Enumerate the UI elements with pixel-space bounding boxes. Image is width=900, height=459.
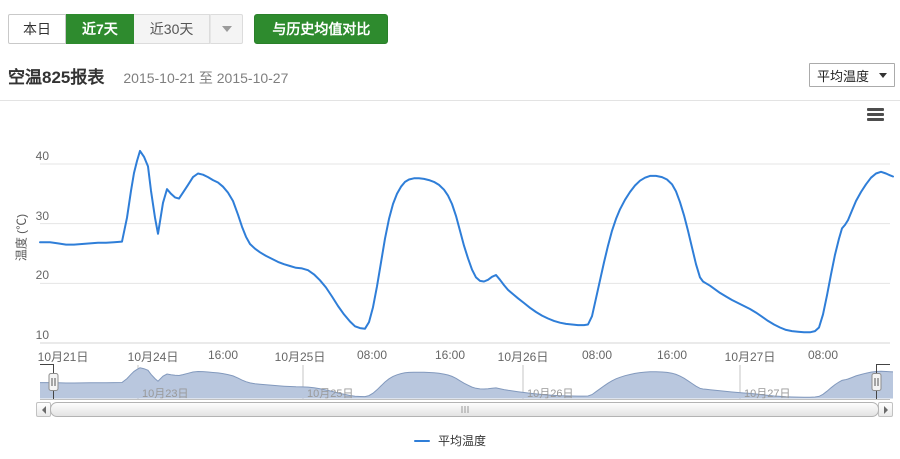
chevron-down-icon (221, 26, 232, 32)
x-axis-tick-label: 16:00 (656, 348, 688, 362)
arrow-left-icon (41, 405, 46, 414)
x-axis-tick-label: 08:00 (807, 348, 839, 362)
x-axis-tick-label: 16:00 (207, 348, 239, 362)
navigator-area (40, 367, 893, 399)
y-axis-label: 10 (35, 328, 49, 342)
x-axis-tick-label: 16:00 (434, 348, 466, 362)
navigator-tick-label: 10月25日 (307, 388, 354, 400)
scrollbar-grip-icon (461, 406, 468, 413)
range-today-button[interactable]: 本日 (8, 14, 66, 44)
legend-label: 平均温度 (437, 434, 486, 448)
x-axis-tick-label: 08:00 (356, 348, 388, 362)
y-axis-label: 20 (35, 268, 49, 283)
x-axis-tick-label: 10月21日 (37, 350, 89, 364)
navigator-tick-label: 10月26日 (527, 388, 574, 400)
date-range-label: 2015-10-21 至 2015-10-27 (123, 70, 289, 86)
chart-menu-button[interactable] (867, 108, 884, 123)
range-button-group: 本日 近7天 近30天 (8, 14, 244, 44)
chart-scrollbar (36, 402, 893, 417)
page-title: 空温825报表 (8, 68, 105, 87)
temperature-chart: 温度 (℃) 10 20 30 40 10月21日 10月24日 16:00 10月25日 08… (0, 101, 900, 459)
navigator-left-handle[interactable] (48, 373, 59, 391)
scrollbar-thumb[interactable] (50, 402, 879, 417)
navigator-tick-label: 10月27日 (744, 388, 791, 400)
range-last30-button[interactable]: 近30天 (133, 14, 211, 44)
range-dropdown-button[interactable] (210, 14, 244, 44)
metric-select-value: 平均温度 (817, 68, 870, 84)
x-axis-tick-label: 10月27日 (724, 350, 776, 364)
report-header: 空温825报表 2015-10-21 至 2015-10-27 (8, 63, 288, 88)
navigator-line (40, 367, 894, 398)
y-axis-label: 30 (35, 208, 49, 223)
x-axis-tick-label: 10月26日 (497, 350, 549, 364)
x-axis-tick-label: 10月24日 (127, 350, 179, 364)
navigator-tick-label: 10月23日 (142, 388, 189, 400)
chart-canvas (39, 149, 894, 400)
navigator-right-handle[interactable] (871, 373, 882, 391)
metric-select[interactable]: 平均温度 (809, 63, 895, 87)
avg-temperature-line (39, 149, 894, 334)
chevron-down-icon (879, 72, 887, 78)
y-axis-label: 40 (35, 149, 49, 163)
range-toolbar: 本日 近7天 近30天 与历史均值对比 (8, 14, 389, 44)
x-axis-tick-label: 10月25日 (274, 350, 326, 364)
legend-line-marker (413, 439, 430, 442)
scrollbar-left-button[interactable] (36, 402, 51, 417)
x-axis-tick-label: 08:00 (581, 348, 613, 362)
range-last7-button-active[interactable]: 近7天 (66, 14, 134, 44)
arrow-right-icon (883, 405, 888, 414)
legend-item-avg-temp[interactable]: 平均温度 (0, 432, 900, 449)
header-divider (0, 100, 900, 101)
scrollbar-right-button[interactable] (878, 402, 893, 417)
compare-history-button[interactable]: 与历史均值对比 (254, 14, 389, 44)
